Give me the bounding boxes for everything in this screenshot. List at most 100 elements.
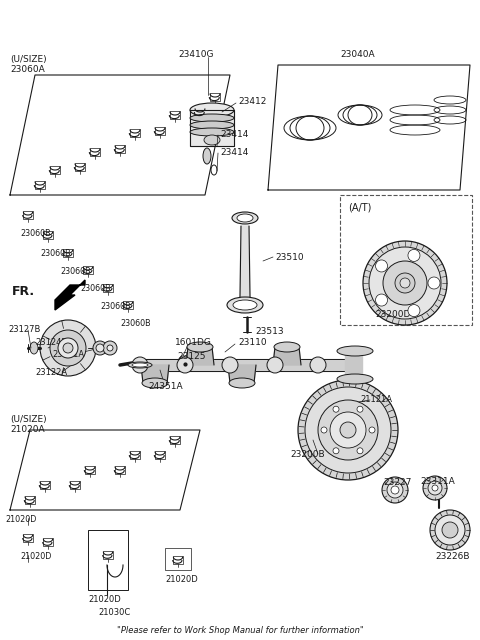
Ellipse shape xyxy=(203,148,211,164)
Ellipse shape xyxy=(333,448,339,454)
Text: 23226B: 23226B xyxy=(435,552,469,561)
Text: 23060B: 23060B xyxy=(20,229,50,238)
Ellipse shape xyxy=(180,356,186,362)
Text: 23127B: 23127B xyxy=(8,325,40,334)
Ellipse shape xyxy=(190,121,234,129)
Ellipse shape xyxy=(428,481,442,495)
Ellipse shape xyxy=(357,448,363,454)
Bar xyxy=(103,552,113,559)
Bar xyxy=(43,538,53,545)
Text: 24351A: 24351A xyxy=(148,382,182,391)
Text: 21020D: 21020D xyxy=(5,515,36,524)
Ellipse shape xyxy=(391,486,399,494)
Ellipse shape xyxy=(333,406,339,412)
Ellipse shape xyxy=(375,260,387,272)
Bar xyxy=(170,436,180,444)
Ellipse shape xyxy=(190,128,234,136)
Ellipse shape xyxy=(369,427,375,433)
Ellipse shape xyxy=(395,273,415,293)
Text: 23311A: 23311A xyxy=(420,477,455,486)
Bar xyxy=(88,530,128,590)
Text: 23200B: 23200B xyxy=(290,450,324,459)
Bar xyxy=(23,211,33,219)
Ellipse shape xyxy=(40,320,96,376)
Polygon shape xyxy=(318,359,355,371)
Ellipse shape xyxy=(357,406,363,412)
Polygon shape xyxy=(186,347,214,365)
Bar xyxy=(130,451,140,459)
Bar xyxy=(340,195,472,325)
Bar xyxy=(155,127,165,135)
Ellipse shape xyxy=(363,241,447,325)
Text: FR.: FR. xyxy=(12,285,35,298)
Ellipse shape xyxy=(408,250,420,261)
Ellipse shape xyxy=(310,357,326,373)
Bar xyxy=(170,111,180,119)
Bar xyxy=(103,284,113,292)
Text: 23414: 23414 xyxy=(220,148,248,157)
Polygon shape xyxy=(228,365,256,383)
Text: (U/SIZE): (U/SIZE) xyxy=(10,55,47,64)
Polygon shape xyxy=(345,351,362,379)
Bar xyxy=(35,181,45,189)
Text: 1601DG: 1601DG xyxy=(175,338,212,347)
Ellipse shape xyxy=(337,346,373,356)
Ellipse shape xyxy=(267,357,283,373)
Text: 23060B: 23060B xyxy=(80,284,110,293)
Bar xyxy=(165,548,191,570)
Ellipse shape xyxy=(204,135,220,145)
Ellipse shape xyxy=(432,485,438,491)
Bar xyxy=(90,148,100,156)
Bar xyxy=(40,481,50,489)
Polygon shape xyxy=(140,359,185,371)
Ellipse shape xyxy=(107,345,113,351)
Ellipse shape xyxy=(330,412,366,448)
Ellipse shape xyxy=(274,342,300,352)
Ellipse shape xyxy=(93,341,107,355)
Ellipse shape xyxy=(435,515,465,545)
Ellipse shape xyxy=(132,363,148,367)
Polygon shape xyxy=(185,359,230,371)
Text: 21121A: 21121A xyxy=(360,395,392,404)
Polygon shape xyxy=(273,347,301,365)
Ellipse shape xyxy=(187,342,213,352)
Polygon shape xyxy=(230,359,275,371)
Bar xyxy=(43,232,53,239)
Text: 23200D: 23200D xyxy=(375,310,410,319)
Bar xyxy=(85,466,95,474)
Ellipse shape xyxy=(58,338,78,358)
Text: 21020D: 21020D xyxy=(88,595,121,604)
Ellipse shape xyxy=(50,330,86,366)
Ellipse shape xyxy=(375,294,387,306)
Ellipse shape xyxy=(211,165,217,175)
Text: 23060B: 23060B xyxy=(120,319,151,328)
Ellipse shape xyxy=(321,427,327,433)
Bar xyxy=(23,534,33,541)
Text: 23110: 23110 xyxy=(238,338,266,347)
Ellipse shape xyxy=(96,344,104,352)
Polygon shape xyxy=(55,280,85,310)
Text: 23227: 23227 xyxy=(383,478,411,487)
Ellipse shape xyxy=(222,357,238,373)
Ellipse shape xyxy=(190,103,234,117)
Bar xyxy=(75,163,85,171)
Ellipse shape xyxy=(383,261,427,305)
Polygon shape xyxy=(141,365,169,383)
Ellipse shape xyxy=(30,342,38,354)
Text: 23040A: 23040A xyxy=(340,50,374,59)
Ellipse shape xyxy=(340,422,356,438)
Bar xyxy=(25,496,35,504)
Ellipse shape xyxy=(232,212,258,224)
Ellipse shape xyxy=(190,114,234,122)
Bar xyxy=(130,129,140,137)
Ellipse shape xyxy=(128,362,152,368)
Bar xyxy=(115,466,125,474)
Bar xyxy=(83,266,93,273)
Text: 23510: 23510 xyxy=(275,253,304,262)
Ellipse shape xyxy=(369,247,441,319)
Bar xyxy=(63,250,73,257)
Polygon shape xyxy=(275,359,318,371)
Text: 23121A: 23121A xyxy=(52,350,84,359)
Text: "Please refer to Work Shop Manual for further information": "Please refer to Work Shop Manual for fu… xyxy=(117,626,363,635)
Ellipse shape xyxy=(318,400,378,460)
